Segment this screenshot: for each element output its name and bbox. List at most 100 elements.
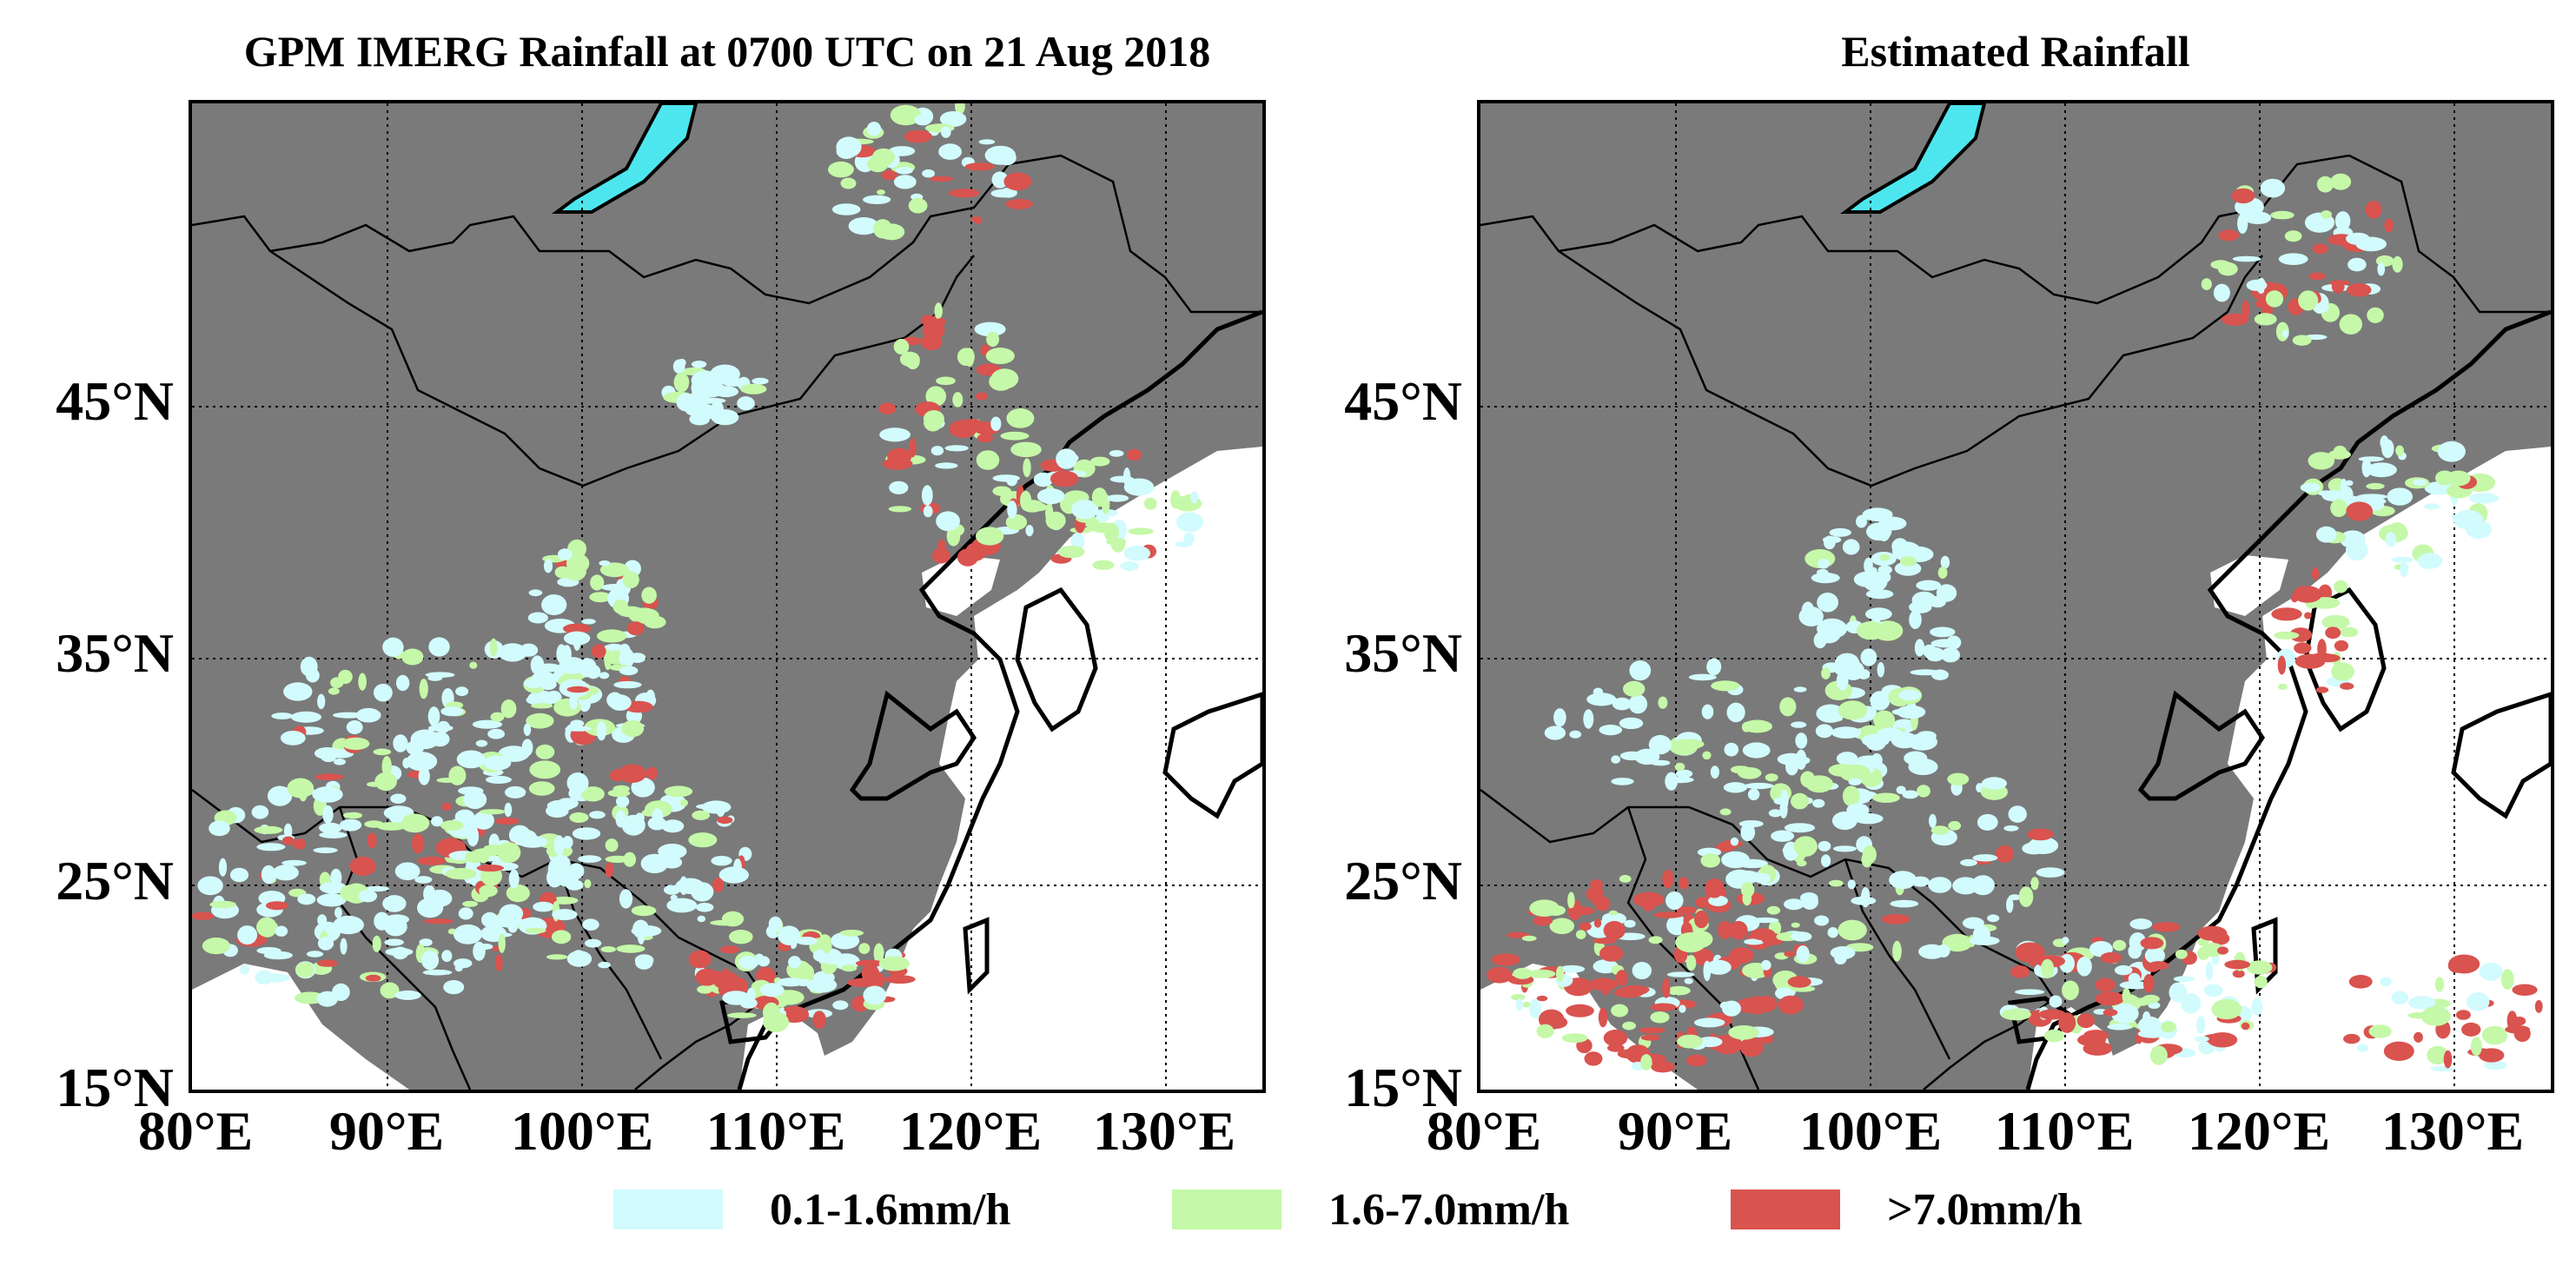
rain-cell (2391, 991, 2409, 1005)
rain-cell (989, 372, 1013, 391)
rain-cell (2368, 1024, 2392, 1038)
rain-cell (694, 397, 726, 404)
rain-cell (949, 420, 977, 439)
rain-cell (939, 111, 967, 127)
rain-cell (454, 964, 463, 972)
rain-cell (923, 410, 944, 427)
rain-cell (400, 813, 430, 833)
rain-cell (572, 827, 601, 840)
rain-cell (1765, 773, 1778, 782)
rain-cell (339, 818, 362, 832)
rain-cell (1838, 700, 1868, 720)
rain-cell (895, 166, 913, 175)
rain-cell (608, 694, 632, 711)
rain-cell (456, 750, 486, 769)
rain-cell (358, 673, 367, 691)
rain-cell (2318, 490, 2334, 496)
rain-cell (427, 706, 440, 726)
rain-cell (1726, 702, 1745, 723)
rain-cell (494, 954, 503, 971)
lon-label-90e: 90°E (328, 1100, 445, 1162)
rain-cell (1536, 1024, 1554, 1038)
rain-cell (2365, 201, 2382, 219)
rain-cell (338, 669, 353, 685)
rain-cell (1692, 948, 1714, 966)
rain-cell (1603, 1030, 1628, 1047)
rain-cell (531, 671, 557, 686)
rain-cell (1821, 854, 1831, 867)
rain-cell (712, 971, 740, 990)
rain-cell (421, 950, 440, 971)
rain-cell (1128, 527, 1154, 535)
rain-cell (1701, 704, 1714, 719)
rain-cell (2112, 939, 2127, 951)
rain-cell (1847, 879, 1856, 890)
rain-cell (2217, 262, 2238, 276)
rain-cell (2148, 961, 2169, 971)
rain-cell (637, 924, 646, 944)
rain-cell (1675, 932, 1706, 953)
rain-cell (584, 878, 592, 889)
rain-cell (1120, 561, 1139, 571)
rain-cell (295, 962, 315, 977)
rain-cell (1561, 1033, 1588, 1044)
rain-cell (319, 832, 348, 838)
rain-cell (2246, 279, 2268, 291)
rain-cell (566, 686, 589, 693)
rain-cell (529, 760, 561, 779)
rain-cell (1718, 920, 1733, 939)
rain-cell (599, 672, 610, 679)
rain-cell (2479, 1048, 2505, 1063)
rain-cell (417, 898, 444, 918)
rain-cell (312, 786, 343, 803)
rain-cell (977, 434, 993, 443)
rain-cell (445, 867, 477, 880)
rain-cell (863, 985, 887, 1005)
rain-cell (1816, 704, 1845, 723)
rain-cell (1881, 572, 1891, 583)
rain-cell (881, 169, 897, 181)
rain-cell (381, 756, 392, 777)
rain-cell (922, 321, 945, 340)
rain-cell (1817, 593, 1838, 613)
rain-cell (2142, 973, 2155, 993)
rain-cell (1778, 995, 1804, 1015)
rain-cell (380, 982, 400, 999)
rainfall-layer (192, 103, 1204, 1033)
rain-cell (1791, 721, 1807, 728)
rain-cell (365, 974, 381, 982)
rain-cell (1872, 792, 1900, 803)
rain-cell (991, 171, 1009, 189)
lat-label-35n: 35°N (1344, 622, 1462, 684)
rain-cell (1694, 910, 1709, 929)
rain-cell (1170, 490, 1181, 509)
rain-cell (552, 909, 578, 921)
rain-cell (1747, 788, 1760, 801)
rain-cell (666, 898, 698, 913)
rain-cell (2339, 314, 2362, 335)
rain-cell (976, 450, 1000, 470)
rain-cell (975, 527, 1004, 546)
lon-label-130e: 130°E (1092, 1100, 1236, 1162)
rain-cell (613, 785, 630, 792)
rain-cell (1056, 452, 1079, 464)
rain-cell (2173, 976, 2195, 983)
rain-cell (372, 935, 381, 952)
rain-cell (557, 548, 573, 560)
rain-cell (2277, 683, 2288, 690)
rain-cell (2261, 303, 2274, 316)
rain-cell (479, 809, 506, 815)
rain-cell (1719, 808, 1732, 816)
rain-cell (688, 950, 712, 969)
rain-cell (2312, 653, 2326, 665)
rain-cell (1928, 877, 1952, 893)
gpm-imerg-rainfall-map (189, 100, 1266, 1093)
rain-cell (2242, 300, 2250, 321)
rain-cell (2331, 662, 2354, 681)
rain-cell (623, 852, 636, 867)
rain-cell (1702, 751, 1712, 760)
rain-cell (1972, 925, 1990, 944)
rain-cell (2217, 946, 2228, 955)
rain-cell (465, 851, 485, 864)
rain-cell (2455, 1010, 2471, 1020)
